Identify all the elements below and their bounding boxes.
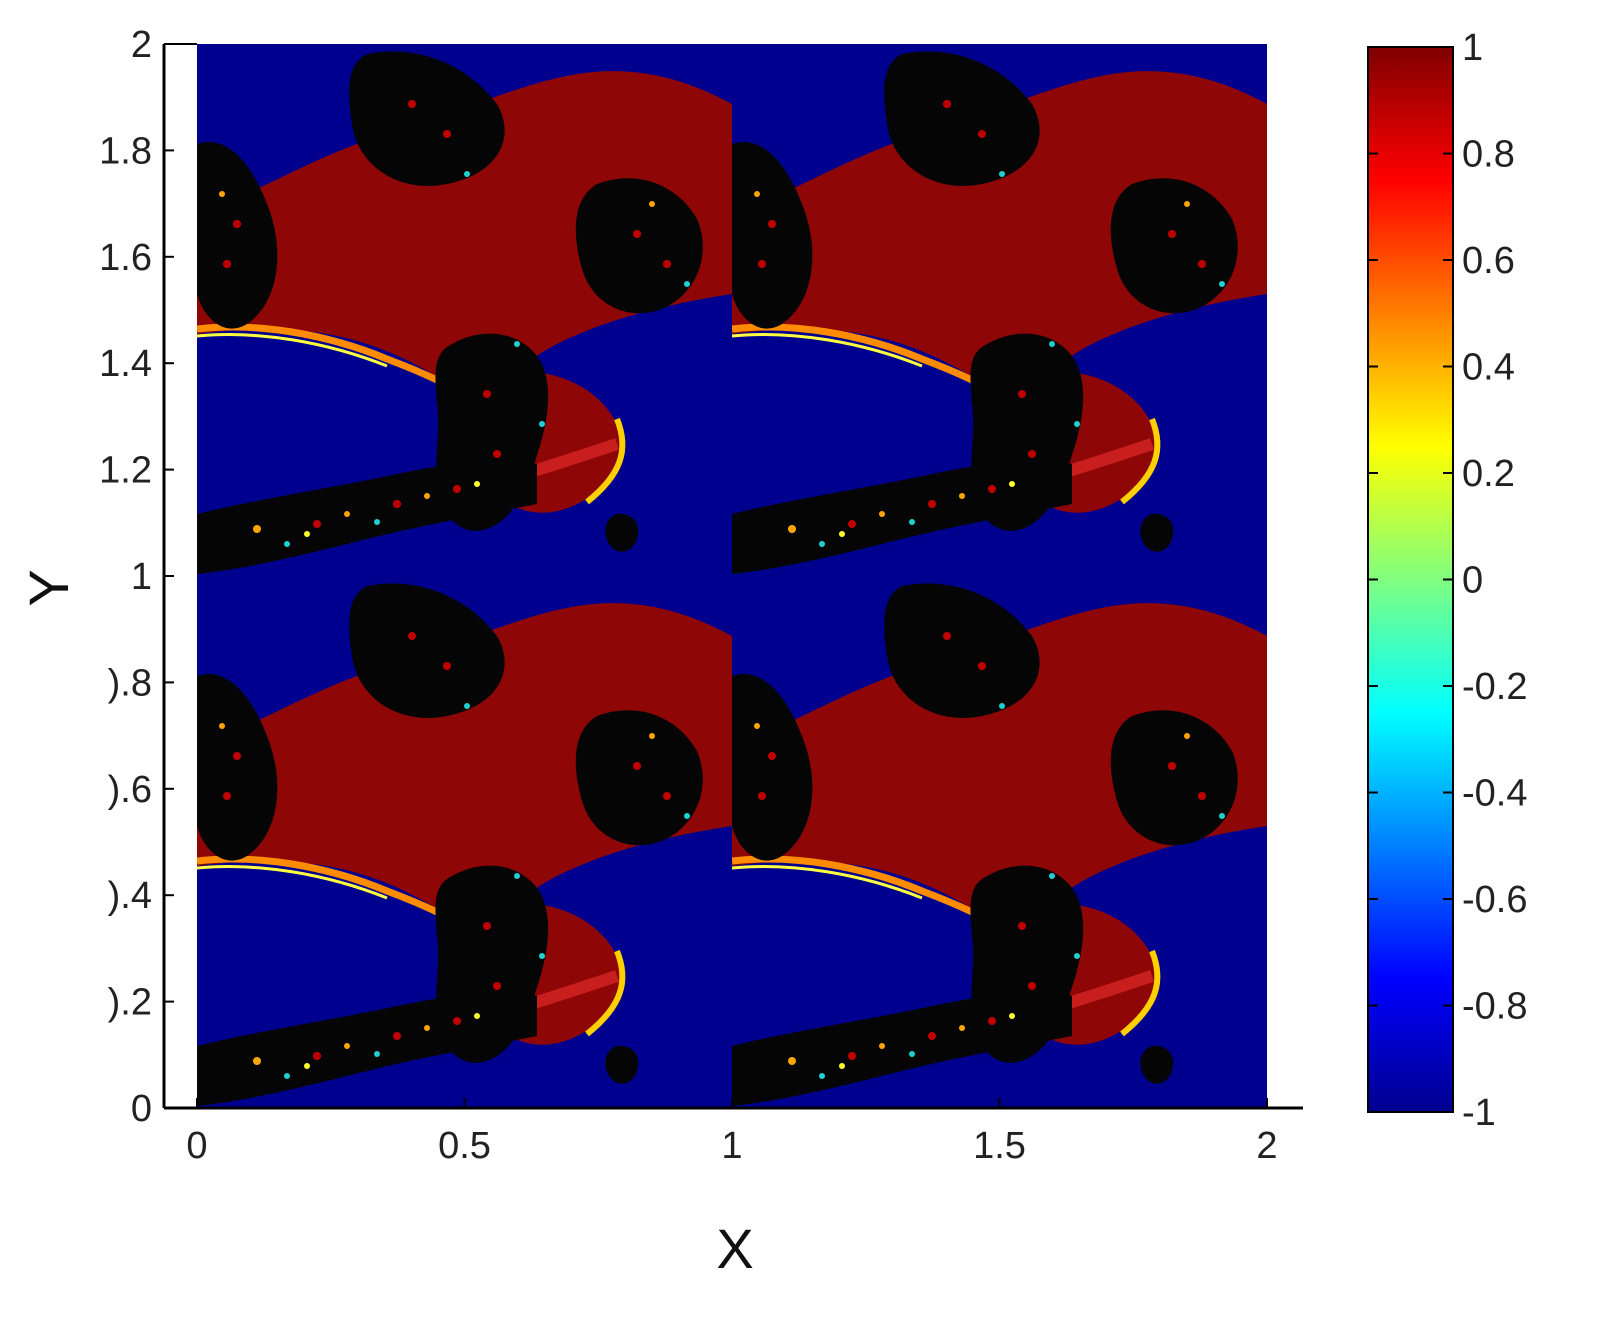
- x-ticks: 0 0.5 1 1.5 2: [186, 1098, 1278, 1167]
- y-axis-label: Y: [17, 569, 80, 606]
- y-tick-label: 1: [131, 556, 152, 598]
- y-tick-label: ).6: [108, 769, 152, 811]
- y-tick-label: 1.8: [99, 130, 152, 172]
- colorbar-tick-label: 0.8: [1462, 134, 1515, 176]
- colorbar: [1367, 46, 1454, 1113]
- colorbar-tick-label: 0.6: [1462, 240, 1515, 282]
- colorbar-tick-label: 1: [1462, 27, 1483, 69]
- y-tick-label: ).8: [108, 662, 152, 704]
- colorbar-tick-label: -0.4: [1462, 773, 1527, 815]
- colorbar-tick-label: 0: [1462, 560, 1483, 602]
- y-tick-label: 1.2: [99, 450, 152, 492]
- x-tick-label: 1.5: [973, 1125, 1026, 1167]
- x-tick-label: 0: [186, 1125, 207, 1167]
- colorbar-tick-label: -1: [1462, 1092, 1496, 1134]
- x-tick-label: 2: [1256, 1125, 1277, 1167]
- y-ticks: 0 ).2 ).4 ).6 ).8 1 1.2 1.4 1.6 1.8 2: [99, 24, 174, 1130]
- colorbar-tick-label: -0.2: [1462, 666, 1527, 708]
- y-tick-label: 0: [131, 1088, 152, 1130]
- y-tick-label: ).4: [108, 875, 152, 917]
- colorbar-tick-label: -0.8: [1462, 986, 1527, 1028]
- colorbar-tick-label: 0.4: [1462, 347, 1515, 389]
- colorbar-ticks: 1 0.8 0.6 0.4 0.2 0 -0.2 -0.4 -0.6 -0.8 -1: [1368, 27, 1527, 1134]
- x-tick-label: 1: [721, 1125, 742, 1167]
- y-tick-label: 1.6: [99, 237, 152, 279]
- basin-field: [197, 44, 1267, 1108]
- y-tick-label: 1.4: [99, 343, 152, 385]
- plot-area: [197, 44, 1267, 1108]
- y-tick-label: 2: [131, 24, 152, 66]
- colorbar-tick-label: 0.2: [1462, 453, 1515, 495]
- colorbar-tick-label: -0.6: [1462, 879, 1527, 921]
- x-tick-label: 0.5: [438, 1125, 491, 1167]
- y-tick-label: ).2: [108, 982, 152, 1024]
- x-axis-label: X: [716, 1217, 753, 1280]
